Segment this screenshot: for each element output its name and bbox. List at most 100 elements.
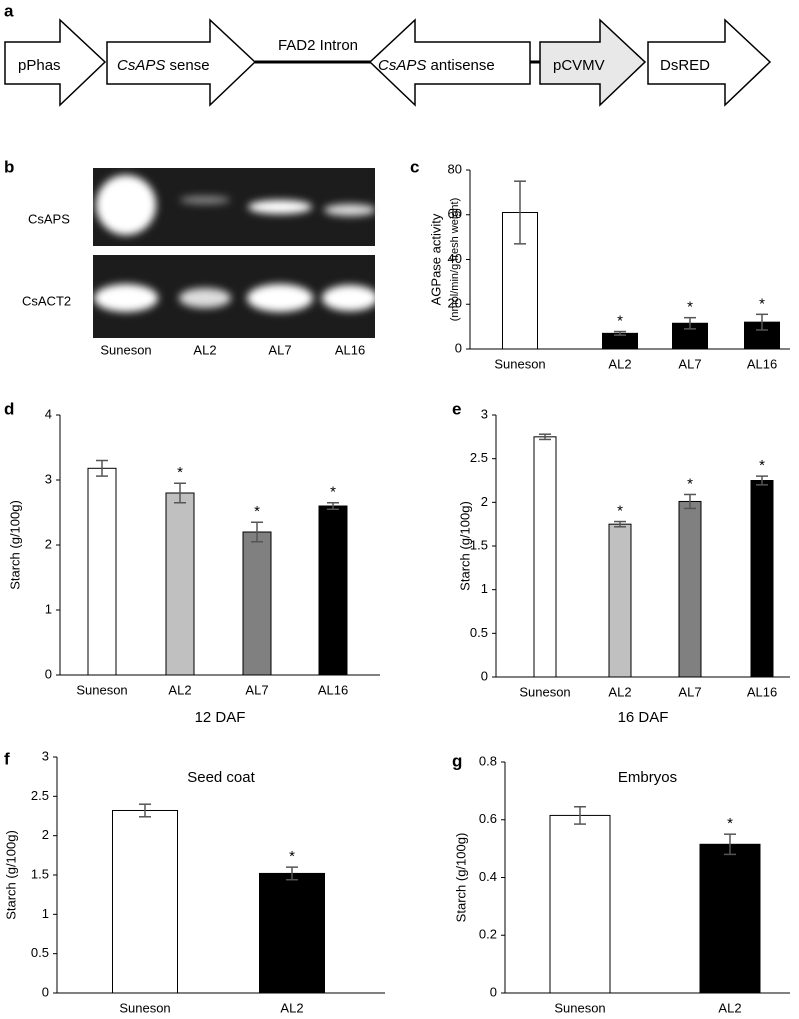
significance-mark: * — [759, 295, 765, 312]
bar — [699, 843, 761, 994]
element-label: CsAPS sense — [117, 57, 210, 74]
panel-label: c — [410, 157, 419, 176]
y-tick-label: 0 — [42, 984, 49, 999]
y-tick-label: 2 — [481, 494, 488, 509]
y-tick-label: 0 — [45, 666, 52, 681]
gel-lane-label: AL2 — [193, 342, 216, 357]
y-tick-label: 2.5 — [31, 788, 49, 803]
x-tick-label: Suneson — [76, 682, 127, 697]
significance-mark: * — [759, 457, 765, 474]
x-tick-label: Suneson — [519, 684, 570, 699]
x-tick-label: AL7 — [678, 684, 701, 699]
y-axis-label: Starch (g/100g) — [453, 833, 468, 923]
x-tick-label: AL16 — [747, 684, 777, 699]
panel-label: b — [4, 157, 14, 176]
x-axis-label: 12 DAF — [195, 709, 246, 726]
y-tick-label: 0.4 — [479, 869, 497, 884]
panel-label: f — [4, 749, 10, 768]
y-tick-label: 0.5 — [470, 625, 488, 640]
bar — [165, 492, 195, 676]
gene-name: CsAPS — [378, 57, 426, 74]
element-label: FAD2 Intron — [278, 37, 358, 54]
chart-title: Seed coat — [187, 769, 255, 786]
significance-mark: * — [617, 503, 623, 520]
y-tick-label: 2.5 — [470, 450, 488, 465]
gel-lane-label: AL16 — [335, 342, 365, 357]
y-tick-label: 0.8 — [479, 753, 497, 768]
significance-mark: * — [617, 313, 623, 330]
element-label: CsAPS antisense — [378, 57, 495, 74]
bar — [533, 436, 557, 678]
gel-lane-label: AL7 — [268, 342, 291, 357]
y-tick-label: 1 — [42, 906, 49, 921]
bar — [549, 814, 611, 994]
element-label: pCVMV — [553, 57, 605, 74]
gene-name: CsAPS — [117, 57, 165, 74]
y-axis-label: Starch (g/100g) — [7, 500, 22, 590]
y-tick-label: 2 — [42, 827, 49, 842]
y-tick-label: 3 — [481, 406, 488, 421]
x-tick-label: AL2 — [280, 1000, 303, 1015]
y-tick-label: 3 — [45, 471, 52, 486]
bar — [678, 500, 702, 678]
y-axis-label: Starch (g/100g) — [457, 501, 472, 591]
y-tick-label: 1 — [481, 581, 488, 596]
construct-shapes — [4, 18, 772, 107]
x-axis-label: 16 DAF — [618, 709, 669, 726]
element-label: DsRED — [660, 57, 710, 74]
y-tick-label: 40 — [448, 251, 462, 266]
x-tick-label: AL7 — [245, 682, 268, 697]
y-tick-label: 0 — [455, 340, 462, 355]
gel-row-label: CsACT2 — [22, 293, 71, 308]
x-tick-label: Suneson — [554, 1000, 605, 1015]
x-tick-label: Suneson — [494, 356, 545, 371]
y-axis-unit: (nmol/min/g fresh weight) — [449, 198, 461, 322]
element-label: antisense — [431, 57, 495, 74]
x-tick-label: AL2 — [608, 684, 631, 699]
gel-row-label: CsAPS — [28, 211, 70, 226]
bar — [318, 505, 348, 676]
element-label: sense — [170, 57, 210, 74]
y-tick-label: 1.5 — [470, 537, 488, 552]
y-tick-label: 0.6 — [479, 811, 497, 826]
chart-title: Embryos — [618, 769, 677, 786]
significance-mark: * — [727, 815, 733, 832]
significance-mark: * — [254, 503, 260, 520]
y-tick-label: 2 — [45, 536, 52, 551]
y-tick-label: 20 — [448, 296, 462, 311]
significance-mark: * — [687, 475, 693, 492]
y-tick-label: 1 — [45, 601, 52, 616]
y-tick-label: 60 — [448, 206, 462, 221]
y-tick-label: 4 — [45, 406, 52, 421]
y-axis-label: Starch (g/100g) — [3, 830, 18, 920]
bar — [750, 480, 774, 678]
y-tick-label: 3 — [42, 748, 49, 763]
x-tick-label: AL2 — [168, 682, 191, 697]
y-tick-label: 0.5 — [31, 945, 49, 960]
significance-mark: * — [330, 484, 336, 501]
bar — [259, 872, 325, 994]
panel-label: e — [452, 399, 461, 418]
panel-label: a — [4, 1, 14, 20]
bar — [242, 531, 272, 676]
x-tick-label: Suneson — [119, 1000, 170, 1015]
bar — [112, 809, 178, 994]
panel-label: d — [4, 399, 14, 418]
x-tick-label: AL2 — [608, 356, 631, 371]
gel-bands — [94, 175, 378, 312]
x-tick-label: AL2 — [718, 1000, 741, 1015]
significance-mark: * — [289, 848, 295, 865]
x-tick-label: AL16 — [747, 356, 777, 371]
significance-mark: * — [177, 464, 183, 481]
y-tick-label: 0 — [481, 668, 488, 683]
gel-lane-label: Suneson — [100, 342, 151, 357]
element-label: pPhas — [18, 57, 61, 74]
y-tick-label: 0.2 — [479, 927, 497, 942]
y-tick-label: 0 — [490, 984, 497, 999]
y-tick-label: 1.5 — [31, 866, 49, 881]
y-tick-label: 80 — [448, 161, 462, 176]
x-tick-label: AL16 — [318, 682, 348, 697]
x-tick-label: AL7 — [678, 356, 701, 371]
panel-label: g — [452, 751, 462, 770]
